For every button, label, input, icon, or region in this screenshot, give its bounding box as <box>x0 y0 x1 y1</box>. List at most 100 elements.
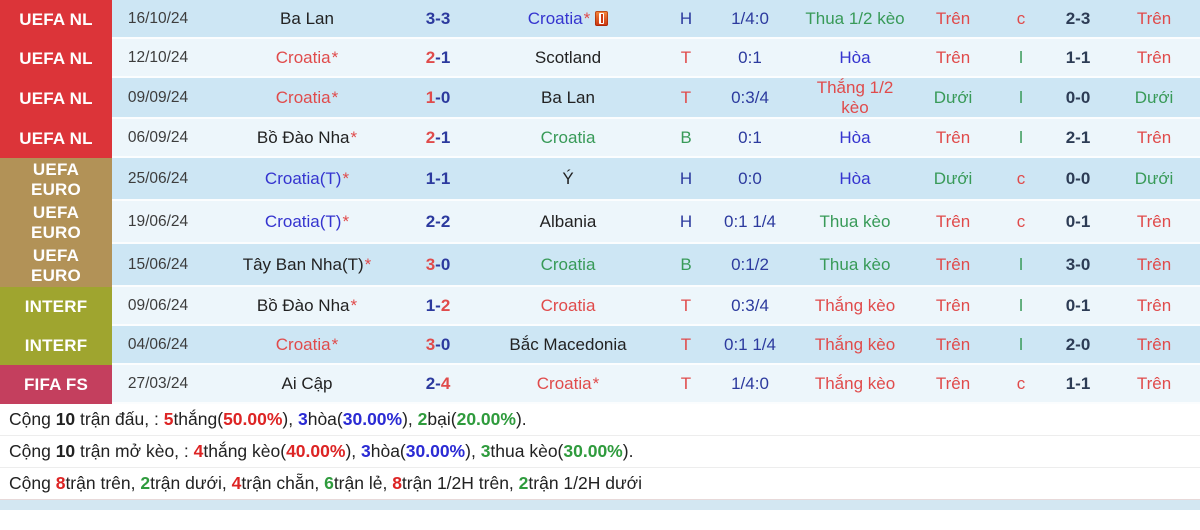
summary-segment: Cộng <box>9 409 56 430</box>
halftime-score: 2-1 <box>1048 119 1108 159</box>
even-odd-letter: c <box>994 0 1048 39</box>
summary-segment: Cộng <box>9 441 56 462</box>
home-team: Bồ Đào Nha * <box>204 287 410 327</box>
halftime-score: 1-1 <box>1048 39 1108 78</box>
home-team: Ba Lan <box>204 0 410 39</box>
summary-segment: Cộng <box>9 473 56 494</box>
fulltime-score: 2-1 <box>410 39 466 78</box>
score-separator: - <box>435 168 441 188</box>
summary-segment: ), <box>402 409 418 430</box>
star-mark: * <box>342 168 350 188</box>
team-name: Croatia <box>275 335 331 355</box>
even-odd-letter: l <box>994 244 1048 288</box>
summary-segment: trận lẻ, <box>333 473 393 494</box>
match-date: 15/06/24 <box>112 244 204 288</box>
summary-segment: ), <box>282 409 298 430</box>
halftime-over-under: Dưới <box>1108 78 1200 120</box>
fulltime-score: 2-2 <box>410 201 466 245</box>
summary-segment: 10 <box>55 409 76 430</box>
summary-segment: hòa( <box>370 441 406 462</box>
handicap-result: Thua kèo <box>798 244 912 288</box>
halftime-score: 0-1 <box>1048 201 1108 245</box>
league-badge: FIFA FS <box>0 365 112 405</box>
team-name: Bồ Đào Nha <box>256 127 350 147</box>
match-date: 19/06/24 <box>112 201 204 245</box>
score-separator: - <box>435 296 441 316</box>
match-date: 09/06/24 <box>112 287 204 327</box>
outcome-letter: H <box>670 0 702 39</box>
team-name: Croatia <box>540 296 596 316</box>
summary-segment: 20.00% <box>456 409 516 430</box>
halftime-score: 0-0 <box>1048 158 1108 202</box>
even-odd-letter: c <box>994 158 1048 202</box>
table-row: INTERF 09/06/24 Bồ Đào Nha * 1-2 Croatia … <box>0 287 1200 327</box>
outcome-letter: T <box>670 39 702 78</box>
star-mark: * <box>342 211 350 231</box>
team-name: Bắc Macedonia <box>509 335 627 355</box>
star-mark: * <box>364 255 372 275</box>
score-separator: - <box>435 374 441 394</box>
handicap-result: Thắng kèo <box>798 287 912 327</box>
outcome-letter: T <box>670 365 702 405</box>
team-name: Croatia <box>540 127 596 147</box>
table-row: INTERF 04/06/24 Croatia * 3-0 Bắc Macedon… <box>0 326 1200 366</box>
star-mark: * <box>592 374 600 394</box>
team-name: Albania <box>539 211 597 231</box>
handicap-result: Thắng 1/2 kèo <box>798 78 912 120</box>
fulltime-over-under: Dưới <box>912 158 994 202</box>
halftime-score: 0-0 <box>1048 78 1108 120</box>
halftime-over-under: Trên <box>1108 365 1200 405</box>
league-badge-label: UEFA NL <box>19 48 93 68</box>
summary-section: Cộng 10 trận đấu, : 5 thắng(50.00%), 3 hòa… <box>0 404 1200 500</box>
match-date: 16/10/24 <box>112 0 204 39</box>
score-home: 1 <box>425 168 436 188</box>
home-team: Tây Ban Nha(T) * <box>204 244 410 288</box>
fulltime-over-under: Trên <box>912 365 994 405</box>
summary-segment: 6 <box>324 473 334 494</box>
fulltime-score: 2-1 <box>410 119 466 159</box>
team-name: Bồ Đào Nha <box>256 296 350 316</box>
halftime-over-under: Trên <box>1108 119 1200 159</box>
summary-segment: thắng kèo( <box>203 441 287 462</box>
outcome-letter: T <box>670 326 702 366</box>
home-team: Ai Cập <box>204 365 410 405</box>
league-badge-label: UEFA EURO <box>31 160 81 199</box>
home-team: Croatia * <box>204 39 410 78</box>
score-home: 3 <box>425 335 436 355</box>
fulltime-score: 1-2 <box>410 287 466 327</box>
even-odd-letter: c <box>994 365 1048 405</box>
halftime-over-under: Trên <box>1108 287 1200 327</box>
score-separator: - <box>435 335 441 355</box>
table-row: FIFA FS 27/03/24 Ai Cập 2-4 Croatia * T 1… <box>0 365 1200 405</box>
match-date: 06/09/24 <box>112 119 204 159</box>
fulltime-over-under: Trên <box>912 39 994 78</box>
star-mark: * <box>331 335 339 355</box>
summary-segment: 30.00% <box>405 441 466 462</box>
league-badge-label: UEFA EURO <box>31 246 81 285</box>
halftime-over-under: Trên <box>1108 326 1200 366</box>
table-row: UEFA EURO 25/06/24 Croatia(T) * 1-1 Ý H 0… <box>0 158 1200 202</box>
outcome-letter: H <box>670 201 702 245</box>
summary-segment: 10 <box>55 441 76 462</box>
score-separator: - <box>435 47 441 67</box>
summary-line: Cộng 8 trận trên, 2 trận dưới, 4 trận chẵn,… <box>0 467 1200 499</box>
league-badge-label: UEFA NL <box>19 9 93 29</box>
fulltime-score: 3-3 <box>410 0 466 39</box>
league-badge: UEFA NL <box>0 78 112 120</box>
fulltime-score: 1-1 <box>410 158 466 202</box>
even-odd-letter: l <box>994 326 1048 366</box>
summary-segment: 3 <box>297 409 308 430</box>
match-date: 04/06/24 <box>112 326 204 366</box>
away-team: Croatia <box>466 119 670 159</box>
summary-segment: trận dưới, <box>150 473 232 494</box>
league-badge: UEFA EURO <box>0 244 112 288</box>
fulltime-score: 3-0 <box>410 326 466 366</box>
score-home: 2 <box>425 374 436 394</box>
star-mark: * <box>350 127 358 147</box>
away-team: Scotland <box>466 39 670 78</box>
summary-segment: ). <box>515 409 527 430</box>
handicap-result: Thua kèo <box>798 201 912 245</box>
score-home: 3 <box>425 8 436 28</box>
table-row: UEFA NL 16/10/24 Ba Lan 3-3 Croatia * H 1… <box>0 0 1200 39</box>
summary-segment: ), <box>345 441 361 462</box>
